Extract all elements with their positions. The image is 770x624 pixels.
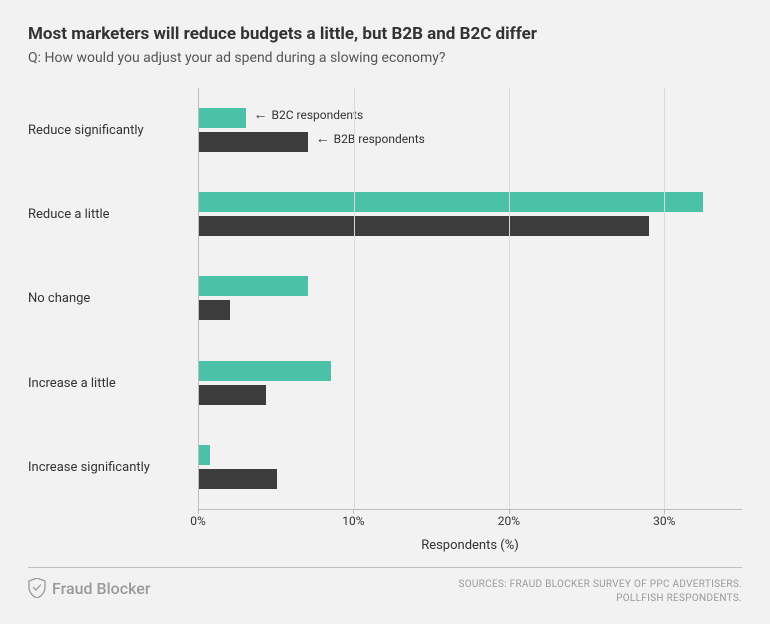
series-annotation: ← B2C respondents (254, 108, 364, 122)
arrow-left-icon: ← (316, 132, 330, 146)
logo: Fraud Blocker (28, 578, 151, 598)
y-axis-category-label: Reduce a little (28, 177, 188, 253)
chart-container: Most marketers will reduce budgets a lit… (0, 0, 770, 624)
arrow-left-icon: ← (254, 108, 268, 122)
x-axis-label: Respondents (%) (198, 538, 742, 553)
x-tick-label: 10% (342, 514, 364, 528)
gridline (664, 88, 665, 509)
chart-subtitle: Q: How would you adjust your ad spend du… (28, 50, 742, 66)
annotation-text: B2B respondents (334, 132, 425, 146)
sources-line-1: SOURCES: FRAUD BLOCKER SURVEY OF PPC ADV… (458, 578, 742, 592)
x-tick-label: 0% (190, 514, 206, 528)
y-axis-category-label: Increase a little (28, 345, 188, 421)
annotation-text: B2C respondents (272, 108, 364, 122)
sources-line-2: POLLFISH RESPONDENTS. (458, 592, 742, 606)
chart-title: Most marketers will reduce budgets a lit… (28, 24, 742, 44)
y-axis-category-label: No change (28, 261, 188, 337)
bar (199, 216, 649, 236)
y-axis-labels: Reduce significantly Reduce a little No ch… (28, 88, 198, 510)
bar-group (199, 260, 742, 336)
bar-group (199, 429, 742, 505)
bar (199, 361, 331, 381)
chart-plot-area: Reduce significantly Reduce a little No ch… (28, 88, 742, 510)
plot-region: ← B2C respondents ← B2B respondents (198, 88, 742, 510)
bar-groups: ← B2C respondents ← B2B respondents (199, 88, 742, 509)
gridline (509, 88, 510, 509)
bar (199, 385, 266, 405)
y-axis-category-label: Increase significantly (28, 430, 188, 506)
bar (199, 445, 210, 465)
bar (199, 108, 246, 128)
bar (199, 300, 230, 320)
shield-icon (28, 578, 46, 598)
sources-text: SOURCES: FRAUD BLOCKER SURVEY OF PPC ADV… (458, 578, 742, 606)
bar (199, 192, 703, 212)
series-annotation: ← B2B respondents (316, 132, 425, 146)
gridline (354, 88, 355, 509)
x-tick-label: 30% (653, 514, 675, 528)
logo-text: Fraud Blocker (52, 579, 151, 598)
bar (199, 276, 308, 296)
bar-group (199, 345, 742, 421)
bar-group (199, 176, 742, 252)
bar-group: ← B2C respondents ← B2B respondents (199, 92, 742, 168)
footer: Fraud Blocker SOURCES: FRAUD BLOCKER SUR… (28, 567, 742, 606)
bar (199, 469, 277, 489)
bar (199, 132, 308, 152)
x-axis-ticks: 0%10%20%30% (198, 510, 742, 530)
x-tick-label: 20% (498, 514, 520, 528)
y-axis-category-label: Reduce significantly (28, 92, 188, 168)
